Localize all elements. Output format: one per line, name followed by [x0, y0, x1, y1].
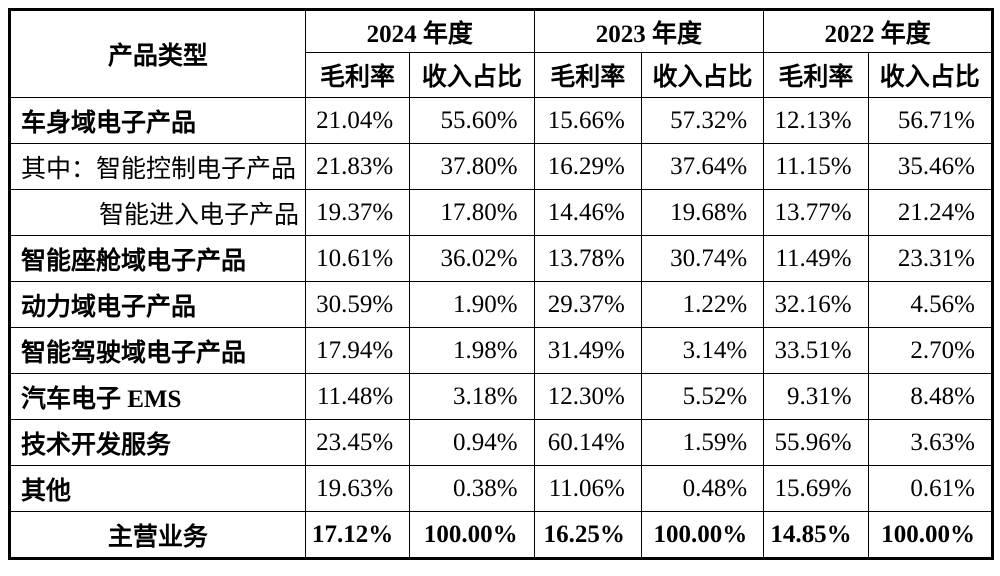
- value-cell: 16.25%: [533, 511, 642, 558]
- value-cell: 17.12%: [304, 511, 411, 558]
- row-label: 技术开发服务: [10, 419, 306, 466]
- subheader-gross-margin-2022: 毛利率: [763, 52, 869, 98]
- value-cell: 21.24%: [867, 189, 993, 236]
- value-cell: 60.14%: [533, 419, 642, 466]
- value-cell: 37.80%: [409, 143, 535, 190]
- value-cell: 37.64%: [640, 143, 765, 190]
- table-row: 动力域电子产品 30.59% 1.90% 29.37% 1.22% 32.16% 4.56%: [10, 281, 993, 328]
- value-cell: 11.49%: [763, 235, 869, 282]
- year-header-2024: 2024 年度: [304, 10, 535, 53]
- value-cell: 36.02%: [409, 235, 535, 282]
- row-label: 汽车电子 EMS: [10, 373, 306, 420]
- table-row: 其他 19.63% 0.38% 11.06% 0.48% 15.69% 0.61%: [10, 465, 993, 512]
- value-cell: 3.63%: [867, 419, 993, 466]
- table-row: 汽车电子 EMS 11.48% 3.18% 12.30% 5.52% 9.31% 8.48%: [10, 373, 993, 420]
- value-cell: 8.48%: [867, 373, 993, 420]
- value-cell: 32.16%: [763, 281, 869, 328]
- value-cell: 29.37%: [533, 281, 642, 328]
- subheader-gross-margin-2023: 毛利率: [533, 52, 642, 98]
- value-cell: 9.31%: [763, 373, 869, 420]
- value-cell: 1.22%: [640, 281, 765, 328]
- table-row: 智能进入电子产品 19.37% 17.80% 14.46% 19.68% 13.77% 21…: [10, 189, 993, 236]
- table-row: 智能驾驶域电子产品 17.94% 1.98% 31.49% 3.14% 33.51% 2.7…: [10, 327, 993, 374]
- value-cell: 3.14%: [640, 327, 765, 374]
- table-head: 产品类型 2024 年度 2023 年度 2022 年度 毛利率 收入占比 毛利…: [10, 10, 993, 98]
- value-cell: 55.96%: [763, 419, 869, 466]
- row-label: 主营业务: [10, 511, 306, 558]
- table-row: 智能座舱域电子产品 10.61% 36.02% 13.78% 30.74% 11.49% 2…: [10, 235, 993, 282]
- value-cell: 31.49%: [533, 327, 642, 374]
- row-label: 车身域电子产品: [10, 97, 306, 144]
- year-header-2022: 2022 年度: [763, 10, 992, 53]
- value-cell: 1.90%: [409, 281, 535, 328]
- value-cell: 35.46%: [867, 143, 993, 190]
- subheader-gross-margin-2024: 毛利率: [304, 52, 411, 98]
- value-cell: 16.29%: [533, 143, 642, 190]
- table-body: 车身域电子产品 21.04% 55.60% 15.66% 57.32% 12.13% 56.…: [10, 97, 993, 558]
- year-header-row: 产品类型 2024 年度 2023 年度 2022 年度: [10, 10, 992, 98]
- value-cell: 100.00%: [867, 511, 993, 558]
- column-header-product-type: 产品类型: [10, 10, 306, 98]
- value-cell: 15.69%: [763, 465, 869, 512]
- value-cell: 15.66%: [533, 97, 642, 144]
- value-cell: 0.38%: [409, 465, 535, 512]
- row-label: 智能进入电子产品: [10, 189, 306, 236]
- value-cell: 55.60%: [409, 97, 535, 144]
- value-cell: 11.15%: [763, 143, 869, 190]
- value-cell: 100.00%: [640, 511, 765, 558]
- value-cell: 17.94%: [304, 327, 411, 374]
- value-cell: 3.18%: [409, 373, 535, 420]
- value-cell: 12.30%: [533, 373, 642, 420]
- table-row: 技术开发服务 23.45% 0.94% 60.14% 1.59% 55.96% 3.63%: [10, 419, 993, 466]
- subheader-revenue-share-2023: 收入占比: [640, 52, 765, 98]
- row-label: 其中：智能控制电子产品: [10, 143, 306, 190]
- value-cell: 13.78%: [533, 235, 642, 282]
- margin-revenue-table: 产品类型 2024 年度 2023 年度 2022 年度 毛利率 收入占比 毛利…: [10, 10, 993, 558]
- total-row: 主营业务 17.12% 100.00% 16.25% 100.00% 14.85% 100.…: [10, 511, 993, 558]
- value-cell: 21.04%: [304, 97, 411, 144]
- value-cell: 21.83%: [304, 143, 411, 190]
- subheader-revenue-share-2024: 收入占比: [409, 52, 535, 98]
- value-cell: 2.70%: [867, 327, 993, 374]
- value-cell: 14.46%: [533, 189, 642, 236]
- row-label: 动力域电子产品: [10, 281, 306, 328]
- value-cell: 13.77%: [763, 189, 869, 236]
- value-cell: 14.85%: [763, 511, 869, 558]
- value-cell: 30.74%: [640, 235, 765, 282]
- value-cell: 33.51%: [763, 327, 869, 374]
- value-cell: 11.06%: [533, 465, 642, 512]
- value-cell: 100.00%: [409, 511, 535, 558]
- value-cell: 19.37%: [304, 189, 411, 236]
- value-cell: 0.94%: [409, 419, 535, 466]
- value-cell: 30.59%: [304, 281, 411, 328]
- value-cell: 23.31%: [867, 235, 993, 282]
- value-cell: 5.52%: [640, 373, 765, 420]
- row-label: 智能驾驶域电子产品: [10, 327, 306, 374]
- value-cell: 4.56%: [867, 281, 993, 328]
- value-cell: 1.59%: [640, 419, 765, 466]
- value-cell: 19.68%: [640, 189, 765, 236]
- value-cell: 0.48%: [640, 465, 765, 512]
- value-cell: 17.80%: [409, 189, 535, 236]
- table-row: 车身域电子产品 21.04% 55.60% 15.66% 57.32% 12.13% 56.…: [10, 97, 993, 144]
- value-cell: 11.48%: [304, 373, 411, 420]
- value-cell: 57.32%: [640, 97, 765, 144]
- year-header-2023: 2023 年度: [533, 10, 765, 53]
- value-cell: 12.13%: [763, 97, 869, 144]
- value-cell: 0.61%: [867, 465, 993, 512]
- value-cell: 23.45%: [304, 419, 411, 466]
- value-cell: 10.61%: [304, 235, 411, 282]
- value-cell: 1.98%: [409, 327, 535, 374]
- table-row: 其中：智能控制电子产品 21.83% 37.80% 16.29% 37.64% 11.15…: [10, 143, 993, 190]
- subheader-revenue-share-2022: 收入占比: [867, 52, 993, 98]
- table-frame: 产品类型 2024 年度 2023 年度 2022 年度 毛利率 收入占比 毛利…: [8, 8, 994, 560]
- row-label: 其他: [10, 465, 306, 512]
- row-label: 智能座舱域电子产品: [10, 235, 306, 282]
- value-cell: 56.71%: [867, 97, 993, 144]
- value-cell: 19.63%: [304, 465, 411, 512]
